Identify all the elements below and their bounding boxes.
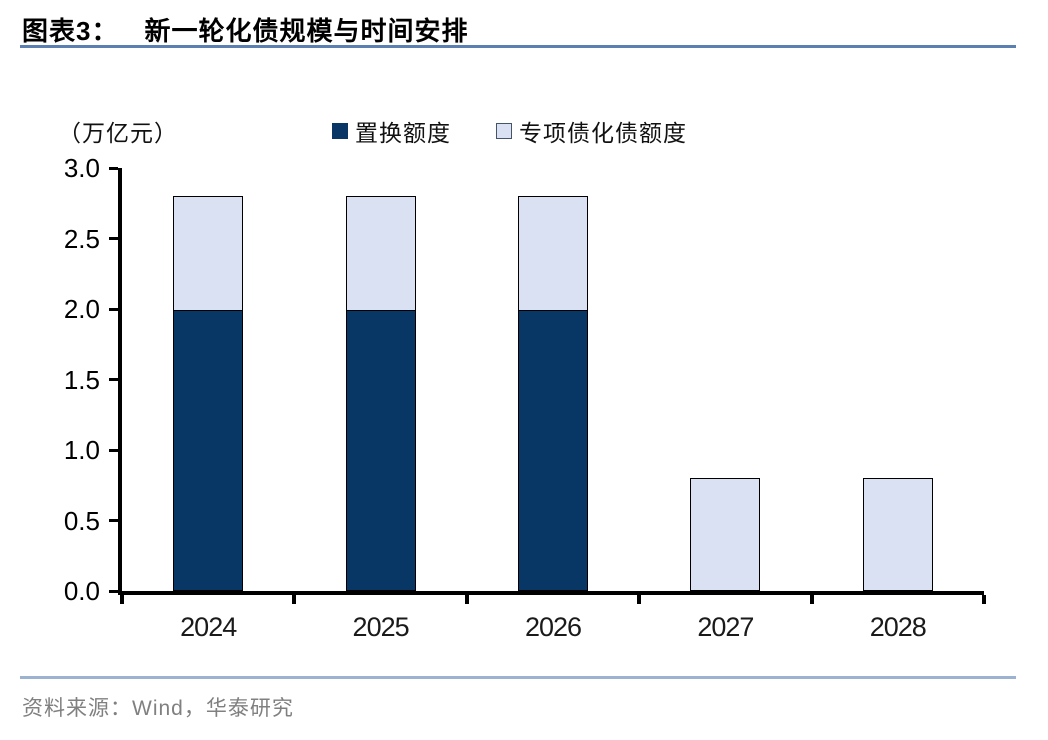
plot-area: 0.0 0.5 1.0 1.5 2.0 2.5 3.0 2024 2025 2026 2027 202… bbox=[64, 153, 986, 642]
footer-divider-line bbox=[20, 676, 1016, 679]
x-axis-tick bbox=[809, 595, 814, 604]
x-axis-tick bbox=[120, 595, 124, 604]
x-axis-tick bbox=[982, 595, 986, 604]
x-axis-tick bbox=[464, 595, 469, 604]
y-axis-line bbox=[118, 168, 122, 595]
legend-label: 置换额度 bbox=[355, 120, 451, 146]
chart-title-prefix: 图表3： bbox=[22, 16, 119, 46]
x-axis-label: 2028 bbox=[869, 612, 927, 642]
y-tick-label: 0.0 bbox=[63, 576, 100, 606]
y-axis-tick bbox=[109, 166, 118, 170]
bar-segment-2027 bbox=[690, 478, 761, 591]
y-axis-tick bbox=[109, 378, 118, 381]
x-axis-label: 2027 bbox=[697, 612, 754, 642]
chart-legend: 置换额度 专项债化债额度 bbox=[0, 118, 1048, 148]
x-axis-label: 2025 bbox=[352, 612, 410, 642]
legend-label: 专项债化债额度 bbox=[519, 120, 687, 146]
y-tick-label: 2.0 bbox=[63, 294, 100, 324]
legend-swatch bbox=[496, 123, 512, 139]
y-axis-tick bbox=[109, 237, 118, 240]
x-axis-line bbox=[118, 591, 984, 595]
y-tick-label: 1.5 bbox=[63, 364, 100, 395]
x-axis-tick bbox=[637, 595, 642, 604]
bar-segment-2025 bbox=[345, 309, 416, 591]
legend-item-special-bond-quota: 专项债化债额度 bbox=[496, 118, 687, 146]
title-divider-line bbox=[20, 45, 1016, 48]
bar-segment-2026 bbox=[518, 309, 588, 591]
x-axis-tick bbox=[292, 595, 297, 604]
y-tick-label: 1.0 bbox=[63, 435, 100, 465]
y-tick-label: 0.5 bbox=[63, 505, 100, 536]
y-axis-unit-label: （万亿元） bbox=[58, 120, 178, 146]
y-tick-label: 3.0 bbox=[63, 153, 100, 183]
y-axis-tick bbox=[109, 448, 118, 452]
y-axis-tick bbox=[109, 307, 118, 311]
x-axis-label: 2026 bbox=[524, 612, 582, 642]
legend-swatch bbox=[332, 123, 348, 139]
y-tick-label: 2.5 bbox=[63, 223, 100, 254]
bar-segment-2028 bbox=[862, 478, 933, 591]
chart-title-text: 新一轮化债规模与时间安排 bbox=[144, 16, 469, 46]
x-axis-label: 2024 bbox=[180, 612, 237, 642]
bar-segment-2025 bbox=[345, 196, 416, 311]
bar-segment-2024 bbox=[173, 309, 244, 591]
y-axis-tick bbox=[109, 519, 118, 522]
y-axis-tick bbox=[109, 589, 118, 593]
bar-segment-2026 bbox=[518, 196, 588, 311]
chart-title: 图表3： 新一轮化债规模与时间安排 bbox=[22, 11, 468, 48]
bar-segment-2024 bbox=[173, 196, 244, 311]
source-text: 资料来源：Wind，华泰研究 bbox=[22, 697, 294, 720]
legend-item-swap-quota: 置换额度 bbox=[332, 118, 451, 146]
